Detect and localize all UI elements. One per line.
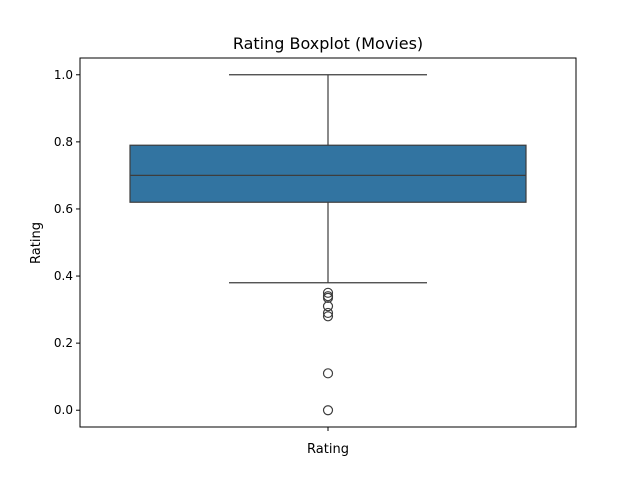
x-axis-label: Rating [307,442,349,457]
plot-frame [79,57,577,428]
y-tick-label: 0.8 [54,135,73,149]
chart-title: Rating Boxplot (Movies) [233,34,423,53]
y-tick-label: 0.2 [54,336,73,350]
y-tick-label: 1.0 [54,68,73,82]
plot-area: 0.0 0.2 0.4 0.6 0.8 1.0 [54,68,527,431]
outlier-point [322,311,334,322]
iqr-box [129,144,527,203]
outlier-point [322,301,334,312]
outlier-point [322,307,334,319]
y-axis-label: Rating [29,222,44,264]
outlier-point [322,405,334,416]
y-tick-label: 0.0 [54,403,73,417]
outlier-point [322,368,334,379]
outlier-point [322,287,334,298]
y-tick-label: 0.6 [54,202,73,216]
outlier-point [322,292,334,303]
y-tick-label: 0.4 [54,269,73,283]
